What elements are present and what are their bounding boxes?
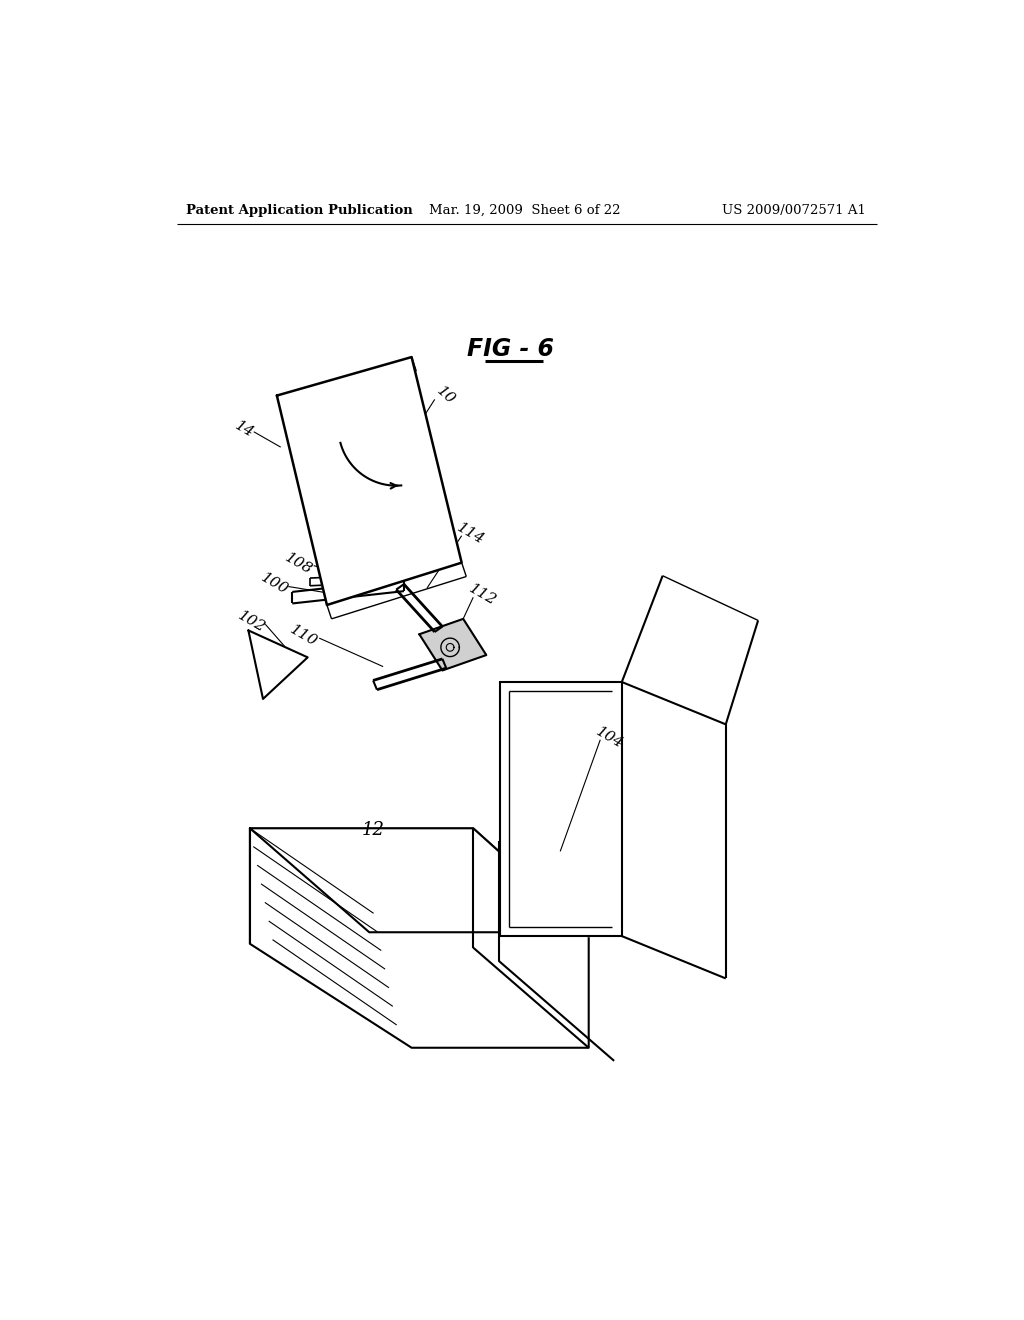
Text: 12: 12 bbox=[361, 821, 385, 838]
Text: US 2009/0072571 A1: US 2009/0072571 A1 bbox=[722, 205, 866, 218]
Text: Mar. 19, 2009  Sheet 6 of 22: Mar. 19, 2009 Sheet 6 of 22 bbox=[429, 205, 621, 218]
Text: 100: 100 bbox=[258, 570, 291, 598]
Polygon shape bbox=[419, 619, 486, 671]
Text: 114: 114 bbox=[455, 520, 487, 546]
Text: 14: 14 bbox=[232, 418, 256, 441]
Text: 112: 112 bbox=[466, 582, 499, 609]
Text: 10: 10 bbox=[434, 384, 458, 408]
Text: 108: 108 bbox=[283, 550, 314, 577]
Text: Patent Application Publication: Patent Application Publication bbox=[186, 205, 413, 218]
Text: 102: 102 bbox=[236, 609, 267, 635]
Text: 110: 110 bbox=[288, 623, 319, 649]
Text: 104: 104 bbox=[593, 725, 626, 751]
Polygon shape bbox=[250, 829, 589, 932]
Text: FIG - 6: FIG - 6 bbox=[467, 338, 554, 362]
Polygon shape bbox=[500, 682, 622, 936]
Polygon shape bbox=[250, 829, 589, 1048]
Polygon shape bbox=[276, 358, 462, 605]
Polygon shape bbox=[249, 631, 307, 700]
